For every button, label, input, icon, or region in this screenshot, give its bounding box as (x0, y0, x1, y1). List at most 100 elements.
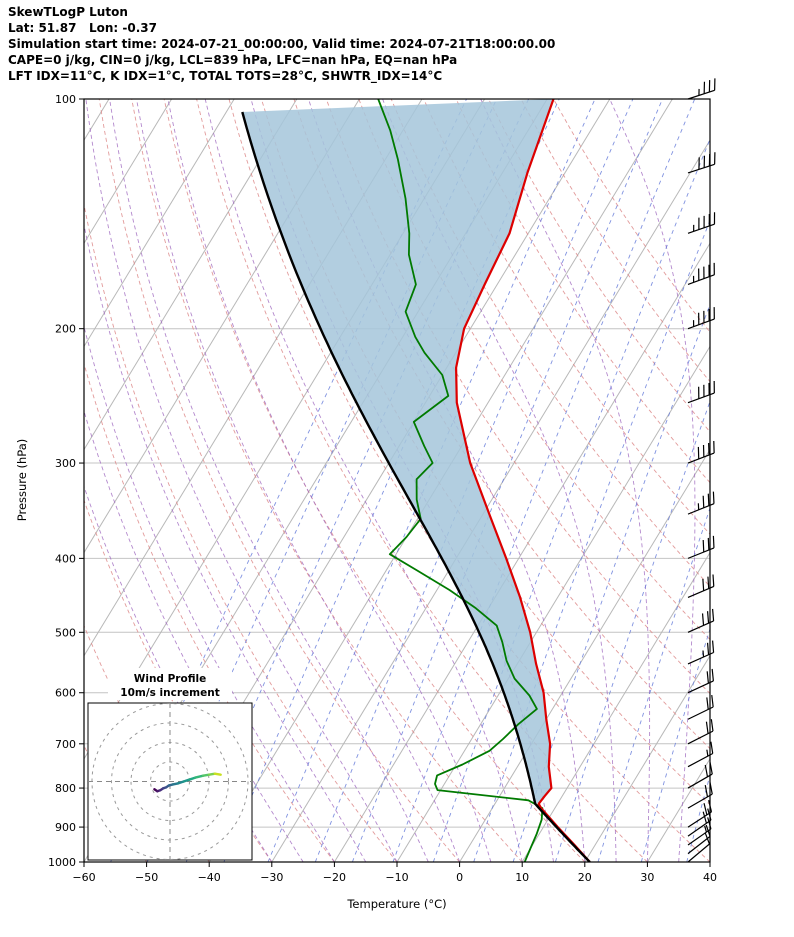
barb-full-feather (705, 721, 709, 734)
mixing-ratio-line (512, 303, 710, 862)
barb-full-feather (711, 668, 714, 681)
isotherm-line (646, 757, 710, 862)
barb-full-feather (707, 537, 710, 550)
barb-staff (687, 163, 715, 174)
chart-indices-line1: CAPE=0 j/kg, CIN=0 j/kg, LCL=839 hPa, LF… (8, 53, 458, 67)
barb-staff (687, 752, 714, 768)
barb-staff (687, 773, 713, 789)
y-tick-label: 1000 (48, 856, 76, 869)
barb-staff (687, 819, 712, 837)
mixing-ratio-line (351, 99, 663, 862)
chart-indices-line2: LFT IDX=11°C, K IDX=1°C, TOTAL TOTS=28°C… (8, 69, 443, 83)
mixing-ratio-line (392, 99, 696, 862)
y-tick-label: 600 (55, 687, 76, 700)
barb-half-feather (706, 749, 709, 757)
barb-staff (687, 680, 714, 694)
barb-full-feather (711, 694, 714, 708)
moist-adiabat-line (109, 99, 429, 862)
moist-adiabat-line (167, 99, 492, 862)
barb-full-feather (702, 495, 705, 508)
mixing-ratio-line (473, 219, 710, 862)
dry-adiabat-line (84, 362, 335, 862)
moist-adiabat-line (136, 99, 461, 862)
hodograph-title-backdrop (108, 668, 232, 700)
barb-staff (687, 793, 713, 809)
moist-adiabat-line (85, 99, 398, 862)
barb-full-feather (704, 764, 709, 777)
x-tick-label: −40 (198, 871, 221, 884)
mixing-ratio-line (314, 99, 634, 862)
moist-adiabat-line (84, 324, 335, 862)
barb-full-feather (706, 611, 710, 624)
moist-adiabat-line (382, 99, 617, 862)
wind-barb (687, 817, 712, 846)
hodograph-trace-segment (213, 772, 222, 776)
hodograph-inset (87, 668, 253, 861)
wind-barb (687, 668, 714, 694)
hodograph-trace-segment (194, 774, 205, 779)
x-axis-label: Temperature (°C) (346, 897, 446, 911)
hodograph-ring (91, 703, 249, 860)
parcel-line (241, 111, 591, 862)
barb-staff (687, 811, 712, 828)
isotherm-line (333, 242, 710, 862)
y-tick-label: 900 (55, 821, 76, 834)
y-tick-label: 200 (55, 323, 76, 336)
x-tick-label: 30 (640, 871, 654, 884)
barb-full-feather (707, 493, 710, 506)
x-tick-label: −50 (135, 871, 158, 884)
wind-barbs (687, 78, 716, 863)
barb-half-feather (702, 650, 705, 658)
barb-staff (687, 730, 714, 745)
hodograph-content (88, 703, 252, 860)
y-tick-label: 100 (55, 93, 76, 106)
barb-staff (687, 835, 711, 855)
x-tick-label: 20 (578, 871, 592, 884)
moist-adiabat-line (480, 99, 651, 862)
barb-full-feather (712, 535, 715, 548)
barb-staff (687, 706, 714, 720)
chart-title: SkewTLogP Luton (8, 5, 128, 19)
isotherm-line (396, 345, 710, 862)
dry-adiabat-line (228, 99, 710, 862)
barb-full-feather (703, 803, 708, 815)
wind-barb (687, 78, 716, 100)
hodograph-ring (150, 761, 190, 802)
x-tick-label: 10 (515, 871, 529, 884)
barb-full-feather (707, 576, 710, 589)
x-tick-label: −30 (260, 871, 283, 884)
dry-adiabat-line (196, 99, 648, 862)
x-tick-label: 40 (703, 871, 717, 884)
dry-adiabat-line (488, 99, 710, 433)
barb-full-feather (706, 642, 710, 655)
wind-barb (687, 640, 715, 665)
barb-staff (687, 620, 714, 633)
barb-full-feather (702, 578, 705, 591)
barb-full-feather (711, 640, 715, 653)
mixing-ratio-line (554, 400, 710, 862)
barb-full-feather (702, 811, 708, 824)
mixing-ratio-line (686, 773, 710, 862)
moist-adiabat-line (609, 99, 696, 862)
wind-barb (687, 608, 715, 633)
chart-location: Lat: 51.87 Lon: -0.37 (8, 21, 157, 35)
barb-staff (687, 89, 715, 100)
temperature-line (455, 99, 591, 862)
moist-adiabat-line (204, 99, 523, 862)
barb-staff (687, 828, 712, 846)
y-tick-label: 700 (55, 738, 76, 751)
barb-full-feather (710, 719, 714, 732)
mixing-ratio-line (597, 506, 710, 862)
barb-full-feather (702, 539, 705, 553)
isotherm-line (584, 654, 710, 862)
hodograph-ring (111, 722, 229, 841)
dry-adiabat-line (163, 99, 586, 862)
hodograph-ring (130, 742, 210, 821)
dry-adiabat-line (98, 99, 460, 862)
hodograph-subtitle: 10m/s increment (120, 687, 219, 699)
chart-times: Simulation start time: 2024-07-21_00:00:… (8, 37, 556, 51)
dry-adiabat-line (553, 99, 710, 333)
y-tick-label: 300 (55, 457, 76, 470)
dewpoint-line (377, 99, 544, 862)
isotherm-line (709, 861, 710, 862)
